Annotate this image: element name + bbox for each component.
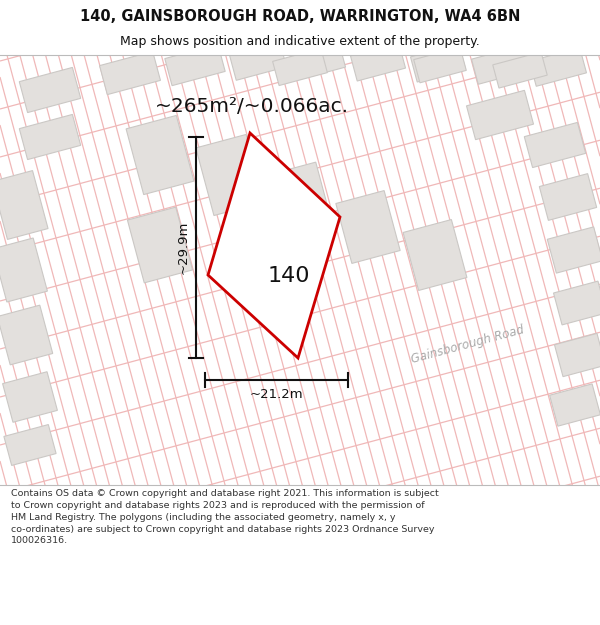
Polygon shape: [524, 122, 586, 168]
Polygon shape: [493, 52, 547, 88]
Polygon shape: [0, 305, 53, 365]
Text: Gainsborough Road: Gainsborough Road: [410, 324, 526, 366]
Polygon shape: [4, 424, 56, 466]
Polygon shape: [0, 238, 47, 302]
Polygon shape: [554, 281, 600, 325]
Polygon shape: [530, 48, 586, 86]
Polygon shape: [100, 51, 160, 94]
Polygon shape: [2, 372, 58, 423]
Text: ~265m²/~0.066ac.: ~265m²/~0.066ac.: [155, 98, 349, 116]
Text: ~29.9m: ~29.9m: [176, 221, 190, 274]
Polygon shape: [403, 219, 467, 291]
Polygon shape: [19, 68, 81, 112]
Polygon shape: [196, 134, 264, 216]
Text: Contains OS data © Crown copyright and database right 2021. This information is : Contains OS data © Crown copyright and d…: [11, 489, 439, 546]
Polygon shape: [208, 133, 340, 358]
Polygon shape: [410, 44, 466, 82]
Polygon shape: [230, 42, 286, 80]
Text: 140, GAINSBOROUGH ROAD, WARRINGTON, WA4 6BN: 140, GAINSBOROUGH ROAD, WARRINGTON, WA4 …: [80, 9, 520, 24]
Polygon shape: [127, 207, 193, 283]
Polygon shape: [414, 48, 466, 82]
Polygon shape: [550, 384, 600, 426]
Polygon shape: [272, 49, 328, 86]
Text: 140: 140: [268, 266, 310, 286]
Polygon shape: [336, 191, 400, 263]
Polygon shape: [290, 42, 346, 80]
Polygon shape: [268, 162, 332, 238]
Polygon shape: [539, 174, 596, 221]
Polygon shape: [165, 44, 225, 86]
Polygon shape: [554, 333, 600, 377]
Polygon shape: [19, 114, 81, 159]
Polygon shape: [472, 46, 529, 84]
Polygon shape: [547, 227, 600, 273]
Polygon shape: [466, 91, 533, 139]
Polygon shape: [0, 171, 48, 239]
Text: Map shows position and indicative extent of the property.: Map shows position and indicative extent…: [120, 35, 480, 48]
Text: ~21.2m: ~21.2m: [250, 388, 304, 401]
Polygon shape: [126, 116, 194, 194]
Polygon shape: [350, 43, 406, 81]
